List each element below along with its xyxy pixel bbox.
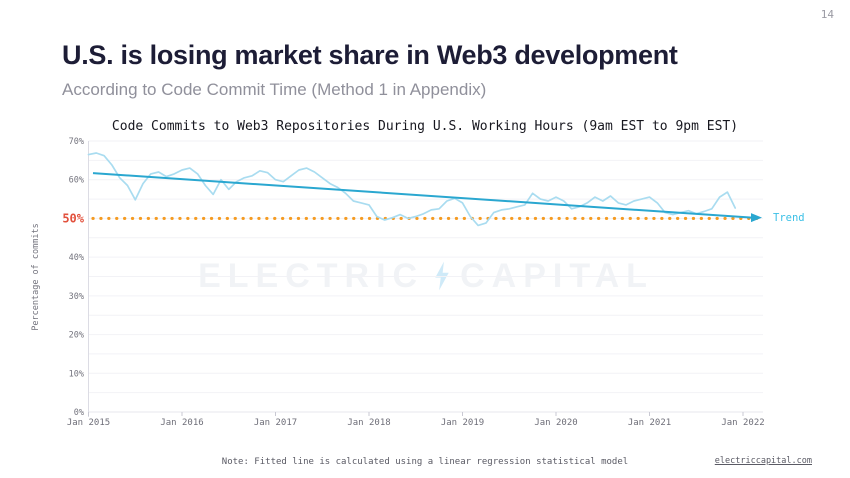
x-tick-label: Jan 2018 xyxy=(347,418,390,428)
x-tick-label: Jan 2021 xyxy=(628,418,671,428)
y-tick-label: 20% xyxy=(69,331,84,341)
trend-line xyxy=(92,172,753,219)
x-tick-label: Jan 2020 xyxy=(534,418,577,428)
footnote: Note: Fitted line is calculated using a … xyxy=(221,457,629,467)
x-tick-label: Jan 2019 xyxy=(441,418,484,428)
x-tick-label: Jan 2017 xyxy=(254,418,297,428)
x-tick-label: Jan 2022 xyxy=(721,418,764,428)
axes xyxy=(88,141,744,417)
trend-label: Trend xyxy=(773,212,805,224)
gridlines xyxy=(88,140,763,413)
website-link[interactable]: electriccapital.com xyxy=(714,456,812,466)
page-number: 14 xyxy=(820,8,834,21)
y-tick-label: 40% xyxy=(69,253,84,263)
y-tick-label: 0% xyxy=(74,408,84,418)
y-tick-label: 10% xyxy=(69,369,84,379)
y-tick-label: 60% xyxy=(69,176,84,186)
x-tick-label: Jan 2015 xyxy=(67,418,110,428)
y-tick-label: 30% xyxy=(69,292,84,302)
data-line-us-commits xyxy=(87,152,737,227)
watermark-text-right: CAPITAL xyxy=(460,256,654,295)
watermark-text-left: ELECTRIC xyxy=(198,256,425,295)
reference-line-label: 50% xyxy=(62,211,84,225)
y-axis-tick-labels: 0% 10% 20% 30% 40% 60% 70% xyxy=(69,137,84,418)
slide-title: U.S. is losing market share in Web3 deve… xyxy=(62,40,678,70)
chart-title: Code Commits to Web3 Repositories During… xyxy=(111,119,739,134)
x-tick-label: Jan 2016 xyxy=(160,418,203,428)
y-axis-title: Percentage of commits xyxy=(31,223,41,330)
y-tick-label: 70% xyxy=(69,137,84,147)
slide-subtitle: According to Code Commit Time (Method 1 … xyxy=(62,80,487,99)
x-axis-tick-labels: Jan 2015 Jan 2016 Jan 2017 Jan 2018 Jan 2019… xyxy=(67,418,765,428)
trend-arrowhead-icon xyxy=(751,213,762,223)
